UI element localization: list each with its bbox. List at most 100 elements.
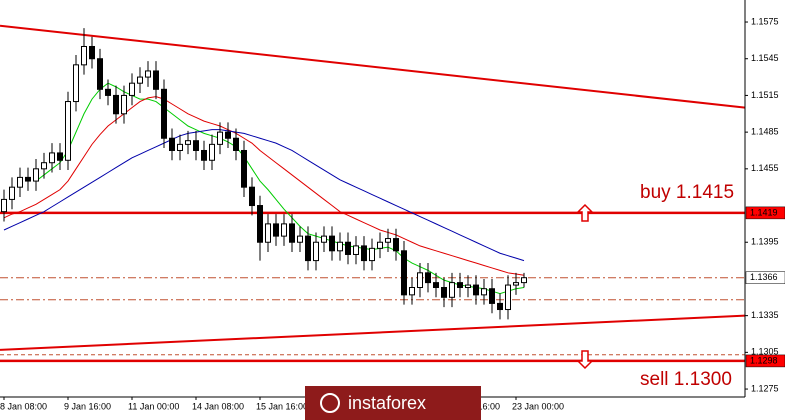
candle-body: [433, 282, 439, 289]
y-tick-label: 1.1335: [751, 310, 779, 320]
moving-average: [35, 82, 525, 295]
candle-body: [505, 284, 511, 311]
candle-body: [249, 186, 255, 207]
candle-body: [89, 45, 95, 60]
candle-body: [185, 140, 191, 145]
candle-body: [481, 288, 487, 296]
price-tag: [745, 354, 785, 368]
candle-body: [361, 245, 367, 262]
watermark-box: [305, 386, 481, 420]
x-tick-label: 23 Jan 00:00: [512, 401, 564, 411]
y-tick-label: 1.1395: [751, 237, 779, 247]
y-tick-label: 1.1545: [751, 53, 779, 63]
candle-body: [65, 101, 71, 161]
candle-body: [425, 272, 431, 284]
watermark: instaforex: [348, 393, 426, 413]
candle-body: [161, 88, 167, 139]
candle-body: [225, 131, 231, 139]
candle-body: [457, 282, 463, 289]
sell-arrow: [576, 350, 594, 370]
candle-body: [401, 250, 407, 296]
candle-body: [177, 143, 183, 151]
candle-body: [97, 58, 103, 90]
candle-body: [129, 82, 135, 96]
candle-body: [121, 94, 127, 115]
candle-body: [233, 137, 239, 151]
candle-body: [137, 76, 143, 84]
x-tick-label: 14 Jan 08:00: [192, 401, 244, 411]
axis-background: [745, 0, 785, 397]
candle-body: [9, 186, 15, 200]
candle-body: [113, 94, 119, 115]
moving-average: [3, 129, 525, 262]
candle-body: [345, 241, 351, 255]
overlay: buy 1.1415 sell 1.1300 instaforex: [305, 182, 734, 420]
candle-body: [417, 272, 423, 289]
y-tick-label: 1.1455: [751, 163, 779, 173]
candle-body: [305, 235, 311, 262]
y-tick-label: 1.1275: [751, 383, 779, 393]
price-axis: 8 Jan 08:00 9 Jan 16:00 11 Jan 00:00 14 Jan…: [0, 0, 785, 411]
candle-body: [1, 198, 7, 213]
candle-body: [193, 140, 199, 151]
candle-body: [145, 70, 151, 78]
candle-body: [297, 235, 303, 243]
candle-body: [169, 137, 175, 151]
candle-body: [289, 223, 295, 243]
candle-body: [273, 223, 279, 237]
candle-body: [153, 70, 159, 90]
candle-body: [465, 284, 471, 289]
x-tick-label: 15 Jan 16:00: [256, 401, 308, 411]
candle-body: [57, 152, 63, 161]
price-tag-label: 1.1366: [750, 272, 778, 282]
x-tick-label: 8 Jan 08:00: [0, 401, 47, 411]
buy-arrow: [576, 203, 594, 222]
candle-body: [329, 235, 335, 252]
candle-body: [265, 223, 271, 243]
candle-body: [353, 245, 359, 255]
candle-body: [201, 149, 207, 161]
candle-body: [33, 168, 39, 182]
candle-body: [337, 241, 343, 252]
candle-body: [377, 241, 383, 249]
candle-body: [241, 149, 247, 188]
moving-average: [3, 96, 525, 276]
watermark-icon: [320, 393, 340, 413]
candle-body: [513, 282, 519, 286]
buy-annotation: buy 1.1415: [640, 182, 734, 203]
candle-body: [393, 238, 399, 252]
candle-body: [497, 302, 503, 311]
candle-body: [441, 287, 447, 298]
sell-annotation: sell 1.1300: [640, 369, 732, 390]
y-tick-label: 1.1575: [751, 16, 779, 26]
candle-body: [257, 205, 263, 243]
candle-body: [521, 277, 527, 284]
candle-body: [25, 176, 31, 182]
candle-body: [313, 241, 319, 262]
price-tag: [745, 206, 785, 220]
price-tag-label: 1.1298: [750, 355, 778, 365]
price-tag: [745, 271, 785, 284]
y-tick-label: 1.1485: [751, 127, 779, 137]
candle-body: [41, 162, 47, 170]
candle-body: [81, 45, 87, 66]
candle-body: [321, 235, 327, 243]
price-tag-label: 1.1419: [750, 207, 778, 217]
candle-body: [73, 64, 79, 103]
candle-body: [449, 282, 455, 298]
x-tick-label: 9 Jan 16:00: [64, 401, 111, 411]
candle-body: [49, 152, 55, 164]
y-tick-label: 1.1515: [751, 90, 779, 100]
plot-area: [0, 24, 746, 363]
candle-body: [105, 88, 111, 96]
candle-body: [409, 287, 415, 296]
candle-body: [209, 143, 215, 161]
candle-body: [217, 131, 223, 145]
candle-body: [281, 223, 287, 237]
x-tick-label: 11 Jan 00:00: [128, 401, 179, 411]
candle-body: [489, 288, 495, 304]
trend-line: [0, 24, 746, 109]
trend-line: [0, 314, 746, 351]
